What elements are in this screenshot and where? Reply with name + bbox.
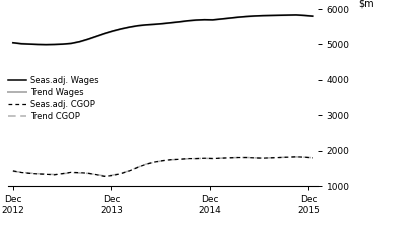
Text: $m: $m <box>358 0 374 8</box>
Legend: Seas.adj. Wages, Trend Wages, Seas.adj. CGOP, Trend CGOP: Seas.adj. Wages, Trend Wages, Seas.adj. … <box>8 76 99 121</box>
